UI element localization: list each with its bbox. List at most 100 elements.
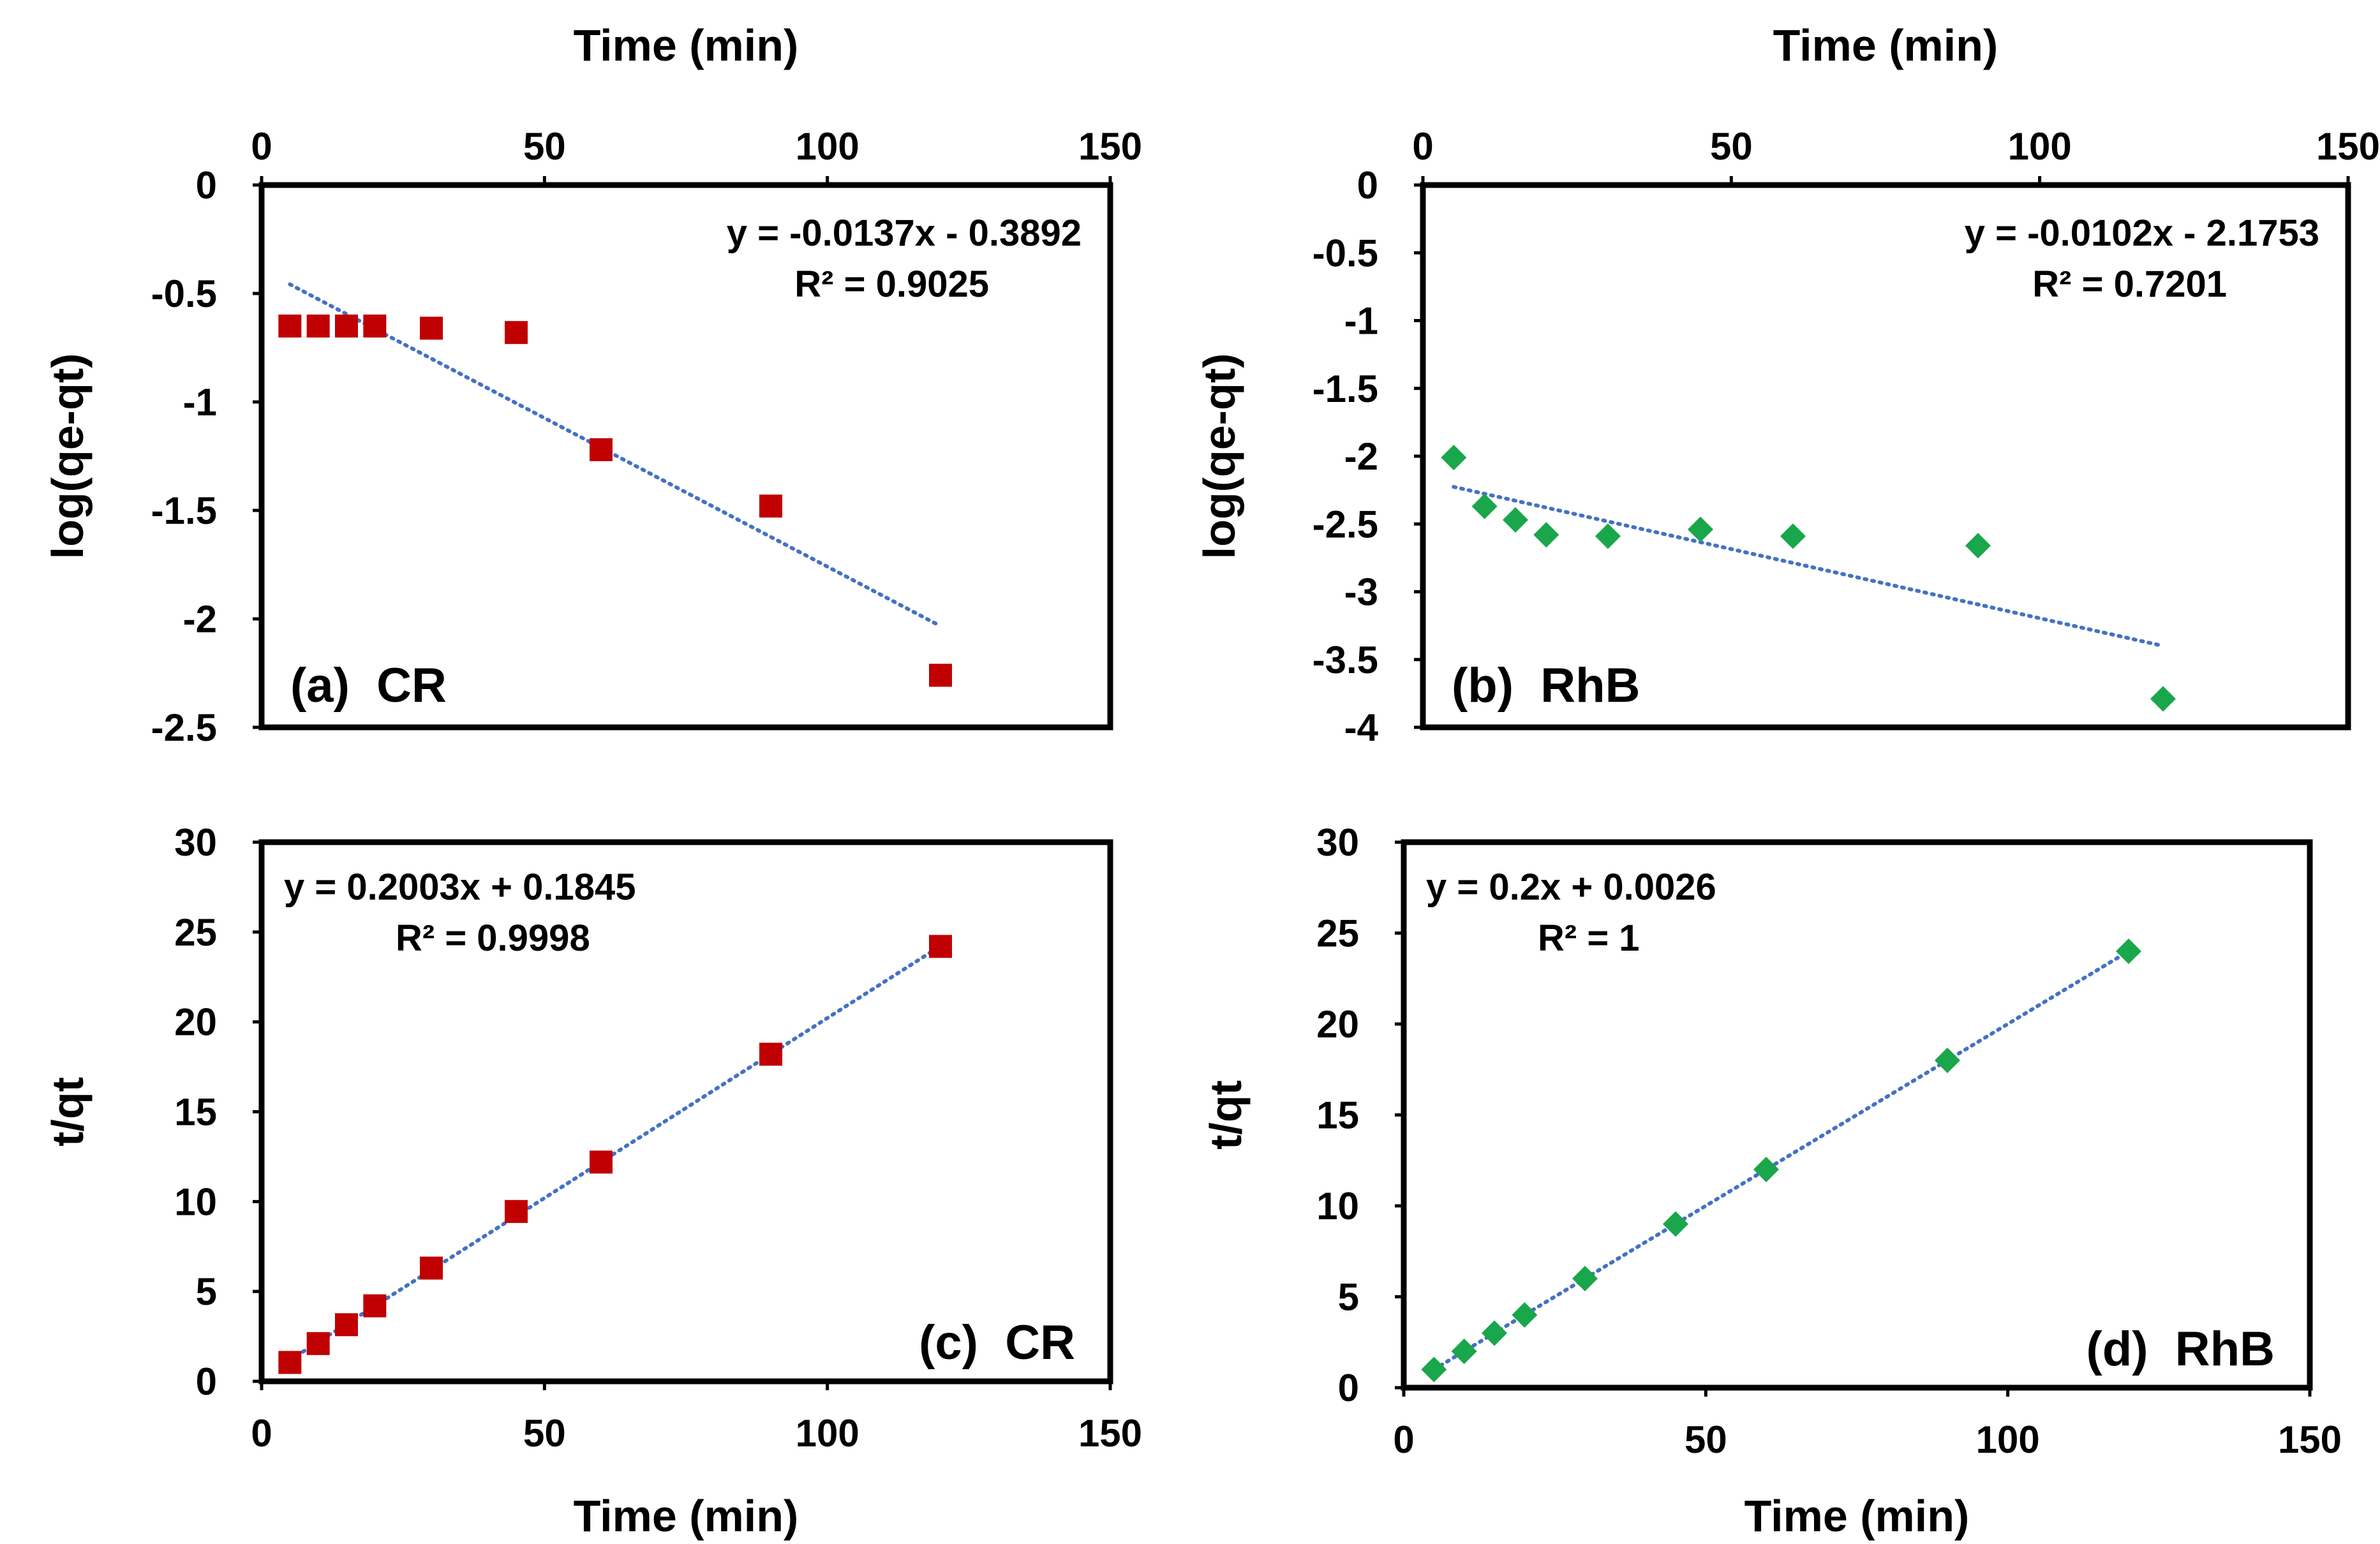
y-tick-label: -0.5 xyxy=(151,272,217,315)
y-tick-label: -0.5 xyxy=(1313,232,1378,274)
x-tick-label: 0 xyxy=(251,125,272,168)
y-tick-label: -2 xyxy=(1344,435,1378,478)
data-point xyxy=(1441,445,1467,471)
x-tick-label: 50 xyxy=(523,1412,566,1455)
trendline-equation: y = -0.0102x - 2.1753 xyxy=(1965,212,2319,254)
x-tick-label: 50 xyxy=(1710,125,1753,168)
data-point xyxy=(505,321,528,345)
y-tick-label: 30 xyxy=(174,821,217,864)
y-tick-label: 10 xyxy=(174,1180,217,1223)
panel-b: 0 50 100 150 0 -0.5 -1 -1.5 -2 -2.5 -3 -3.5 -4 Time (… xyxy=(1194,20,2380,749)
data-point xyxy=(1935,1048,1960,1073)
x-tick-label: 0 xyxy=(1412,125,1433,168)
data-point xyxy=(929,935,952,958)
data-point xyxy=(1482,1320,1507,1346)
y-tick-label: 5 xyxy=(196,1270,217,1313)
trendline-equation: y = 0.2003x + 0.1845 xyxy=(284,866,636,908)
x-tick-label: 150 xyxy=(1078,125,1142,168)
panel-label: (a) CR xyxy=(290,658,447,713)
r-squared: R² = 0.7201 xyxy=(2032,264,2227,305)
data-point xyxy=(335,315,358,338)
x-axis-title: Time (min) xyxy=(1773,20,1998,70)
panel-c: 0 50 100 150 0 5 10 15 20 25 30 Time (min) t/qt y = 0… xyxy=(43,821,1142,1541)
y-tick-label: 5 xyxy=(1338,1276,1359,1319)
y-tick-label: 0 xyxy=(196,164,217,207)
x-axis-title: Time (min) xyxy=(1744,1491,1970,1541)
y-tick-label: -1 xyxy=(183,381,217,424)
data-point xyxy=(1688,516,1713,542)
data-point xyxy=(2150,686,2176,712)
y-axis-title: t/qt xyxy=(1201,1080,1251,1150)
y-tick-label: 20 xyxy=(1316,1003,1359,1046)
data-point xyxy=(1512,1302,1538,1328)
x-tick-label: 50 xyxy=(523,125,566,168)
y-tick-label: -3 xyxy=(1344,571,1378,614)
x-tick-label: 0 xyxy=(251,1412,272,1455)
data-point xyxy=(420,316,443,340)
x-axis-title: Time (min) xyxy=(574,1491,799,1541)
y-tick-label: -4 xyxy=(1344,706,1379,749)
y-axis-title: log(qe-qt) xyxy=(43,353,93,560)
y-tick-label: 25 xyxy=(1316,912,1359,955)
data-point xyxy=(1421,1356,1447,1383)
data-point xyxy=(590,438,613,461)
data-point xyxy=(1503,507,1528,533)
data-point xyxy=(590,1150,613,1174)
trendline xyxy=(1452,485,2165,648)
y-tick-label: -3.5 xyxy=(1313,639,1378,681)
data-point xyxy=(759,1043,782,1066)
x-tick-label: 150 xyxy=(2278,1418,2342,1461)
x-tick-label: 150 xyxy=(2316,125,2380,168)
y-tick-label: 0 xyxy=(1357,164,1378,207)
data-point xyxy=(1451,1339,1477,1364)
x-tick-label: 100 xyxy=(796,125,859,168)
x-tick-label: 0 xyxy=(1393,1418,1414,1461)
y-tick-label: 25 xyxy=(174,911,217,954)
panel-label: (d) RhB xyxy=(2086,1322,2275,1376)
data-point xyxy=(1595,523,1621,549)
plot-frame xyxy=(258,839,1113,1384)
y-axis-title: log(qe-qt) xyxy=(1194,353,1244,560)
plot-frame xyxy=(258,182,1113,731)
panel-d: 0 50 100 150 0 5 10 15 20 25 30 Time (min) t/qt y = 0… xyxy=(1201,821,2342,1541)
trendline xyxy=(1432,949,2131,1372)
panel-label: (b) RhB xyxy=(1452,658,1640,713)
x-tick-label: 100 xyxy=(1976,1418,2040,1461)
data-point xyxy=(306,1332,330,1355)
data-point xyxy=(1663,1211,1688,1237)
data-point xyxy=(1753,1157,1779,1182)
y-tick-label: 30 xyxy=(1316,821,1359,864)
data-point xyxy=(929,664,952,687)
y-tick-label: -2.5 xyxy=(151,706,217,749)
data-point xyxy=(335,1313,358,1337)
data-point xyxy=(278,315,302,338)
y-tick-label: -1.5 xyxy=(151,489,217,532)
data-point xyxy=(278,1351,302,1374)
trendline xyxy=(288,944,942,1362)
y-tick-label: 10 xyxy=(1316,1185,1359,1228)
data-point xyxy=(306,315,330,338)
data-point xyxy=(505,1199,528,1223)
panel-label: (c) CR xyxy=(919,1316,1075,1370)
data-point xyxy=(363,1294,387,1318)
trendline-equation: y = 0.2x + 0.0026 xyxy=(1426,866,1716,908)
y-tick-label: 15 xyxy=(174,1091,217,1134)
y-tick-label: -2.5 xyxy=(1313,503,1378,546)
data-point xyxy=(420,1256,443,1280)
r-squared: R² = 1 xyxy=(1538,917,1640,959)
x-tick-label: 50 xyxy=(1685,1418,1727,1461)
data-point xyxy=(1572,1266,1598,1291)
data-point xyxy=(1533,522,1559,548)
y-tick-label: 20 xyxy=(174,1001,217,1044)
r-squared: R² = 0.9998 xyxy=(396,917,590,959)
y-tick-label: -1.5 xyxy=(1313,367,1378,410)
data-point xyxy=(1965,533,1991,559)
y-tick-label: -2 xyxy=(183,598,217,641)
x-axis-title: Time (min) xyxy=(574,20,799,70)
trendline xyxy=(288,282,942,628)
y-tick-label: 0 xyxy=(1338,1367,1359,1409)
x-tick-label: 100 xyxy=(2008,125,2072,168)
data-point xyxy=(363,315,387,338)
y-tick-label: 15 xyxy=(1316,1094,1359,1137)
